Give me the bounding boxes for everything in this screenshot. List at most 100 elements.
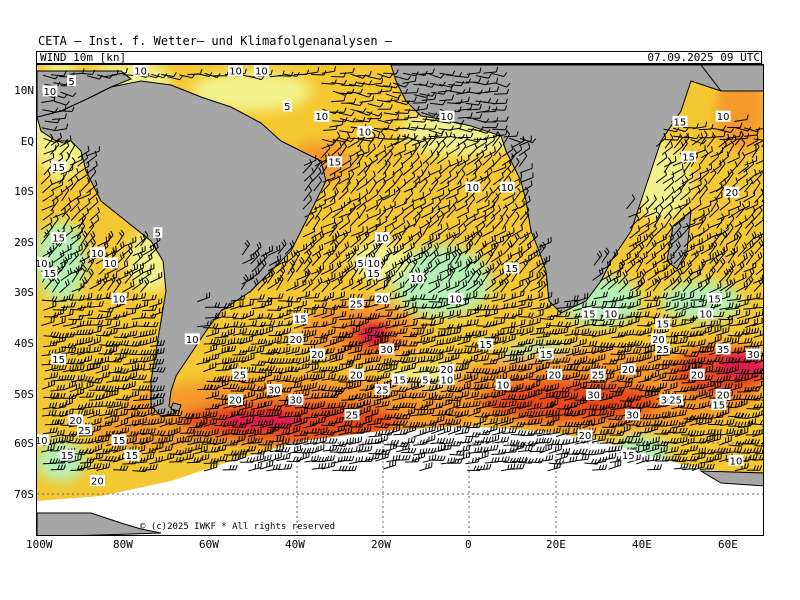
- wind-barb: [436, 185, 449, 192]
- wind-barb-feather: [138, 279, 141, 285]
- wind-barb: [599, 264, 611, 272]
- wind-barb: [708, 329, 721, 335]
- wind-barb-feather: [139, 331, 142, 337]
- wind-barb: [718, 272, 729, 283]
- wind-barb-feather: [500, 318, 503, 324]
- wind-barb-feather: [245, 337, 248, 343]
- wind-barb-feather: [650, 346, 652, 352]
- wind-barb: [502, 338, 516, 344]
- wind-barb-feather: [432, 348, 436, 354]
- wind-barb-feather: [730, 280, 734, 286]
- wind-barb: [472, 164, 482, 175]
- wind-barb: [368, 182, 377, 195]
- wind-barb-feather: [230, 357, 232, 363]
- wind-barb: [502, 244, 513, 255]
- wind-barb-feather: [305, 363, 307, 369]
- wind-barb-feather: [113, 249, 117, 255]
- wind-barb: [430, 210, 441, 220]
- wind-barb: [59, 313, 73, 318]
- wind-barb-feather: [434, 294, 438, 300]
- wind-barb: [338, 146, 348, 158]
- wind-barb: [529, 343, 543, 347]
- wind-barb-feather: [606, 345, 608, 351]
- wind-barb: [719, 234, 728, 246]
- wind-barb-feather: [503, 293, 506, 299]
- wind-barb: [356, 110, 370, 116]
- wind-barb: [510, 284, 524, 291]
- wind-barb: [312, 371, 326, 373]
- wind-barb: [725, 282, 736, 292]
- wind-barb-feather: [145, 330, 148, 336]
- wind-barb-feather: [696, 133, 700, 139]
- wind-barb: [599, 323, 613, 326]
- wind-barb-feather: [736, 233, 741, 239]
- wind-barb-feather: [139, 264, 142, 270]
- wind-barb: [482, 270, 491, 283]
- wind-barb-feather: [701, 301, 704, 307]
- wind-barb-feather: [506, 303, 509, 309]
- wind-barb-feather: [743, 282, 746, 288]
- wind-barb: [671, 297, 685, 302]
- wind-barb-feather: [442, 317, 444, 324]
- wind-barb: [242, 257, 255, 265]
- wind-barb-feather: [173, 71, 177, 77]
- wind-barb-feather: [214, 353, 217, 359]
- wind-barb: [52, 117, 66, 120]
- wind-barb-feather: [379, 218, 381, 224]
- wind-barb-feather: [330, 366, 334, 372]
- wind-barb: [656, 156, 668, 166]
- wind-barb-feather: [98, 301, 101, 307]
- wind-barb-feather: [730, 262, 734, 268]
- wind-barb-feather: [492, 304, 495, 310]
- wind-barb-feather: [51, 364, 53, 370]
- wind-barb-feather: [670, 141, 673, 147]
- wind-barb: [87, 341, 101, 347]
- wind-barb-feather: [291, 240, 295, 246]
- wind-barb-feather: [419, 205, 423, 211]
- wind-barb: [88, 219, 100, 229]
- wind-barb-feather: [305, 291, 308, 297]
- wind-barb: [113, 336, 127, 339]
- wind-barb: [673, 272, 683, 284]
- wind-barb-feather: [704, 300, 707, 306]
- wind-barb-feather: [556, 339, 560, 345]
- wind-barb-feather: [524, 258, 528, 264]
- wind-barb: [420, 359, 434, 363]
- wind-barb: [392, 275, 404, 284]
- wind-barb-feather: [703, 294, 706, 300]
- wind-barb-feather: [433, 251, 437, 257]
- wind-barb-feather: [648, 217, 650, 223]
- wind-barb-feather: [382, 177, 387, 183]
- wind-barb-feather: [467, 270, 470, 276]
- wind-barb: [312, 306, 326, 309]
- wind-barb: [537, 262, 547, 273]
- wind-barb-feather: [478, 230, 483, 235]
- wind-barb-feather: [350, 261, 353, 267]
- wind-barb: [329, 191, 339, 203]
- wind-barb-feather: [486, 304, 490, 310]
- wind-barb-feather: [619, 264, 621, 270]
- wind-barb: [53, 254, 65, 263]
- wind-barb-feather: [623, 353, 626, 359]
- wind-barb: [671, 314, 685, 319]
- wind-barb: [367, 135, 376, 147]
- wind-barb-feather: [594, 363, 596, 369]
- wind-barb-feather: [519, 328, 522, 334]
- wind-barb-feather: [394, 261, 397, 267]
- wind-barb-feather: [334, 328, 336, 334]
- wind-barb-feather: [152, 243, 155, 249]
- wind-barb-feather: [393, 269, 396, 275]
- wind-barb: [339, 201, 351, 210]
- wind-barb-feather: [397, 134, 401, 140]
- wind-barb: [663, 237, 674, 248]
- wind-barb: [402, 299, 416, 303]
- wind-barb: [683, 127, 697, 129]
- wind-barb-feather: [72, 319, 74, 325]
- wind-barb: [691, 137, 703, 146]
- wind-barb-feather: [671, 233, 674, 239]
- wind-barb: [437, 227, 449, 237]
- wind-barb: [554, 331, 568, 335]
- wind-barb-feather: [122, 368, 126, 374]
- wind-barb-feather: [731, 356, 734, 363]
- wind-barb: [665, 306, 679, 312]
